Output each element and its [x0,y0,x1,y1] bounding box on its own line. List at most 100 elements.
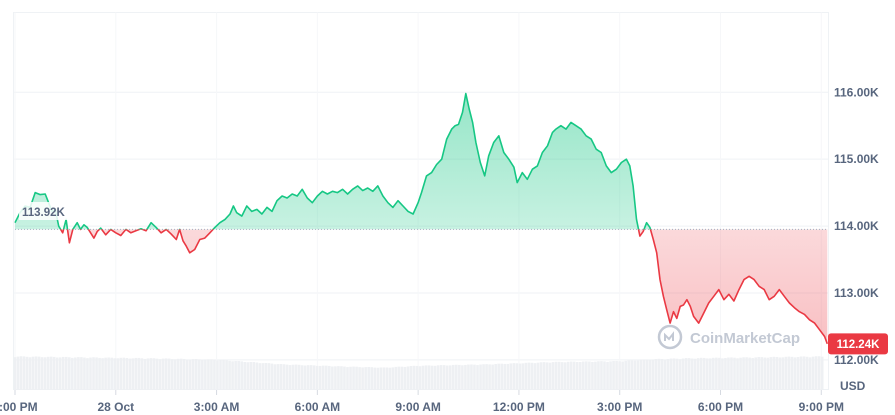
volume-bar [58,357,62,390]
volume-bar [16,356,20,390]
volume-bar [285,364,289,390]
volume-bar [394,366,398,390]
volume-bar [424,365,428,390]
volume-bar [306,365,310,390]
volume-bar [31,356,35,390]
volume-bar [83,357,86,390]
volume-bar [216,360,219,390]
volume-bar [693,358,697,390]
volume-bar [237,361,240,390]
x-tick-label: 6:00 PM [698,400,743,414]
current-price-text: 112.24K [837,339,881,351]
volume-bar [331,366,334,390]
volume-bar [19,356,23,390]
volume-bar [533,363,537,390]
volume-bar [672,358,676,390]
volume-bar [470,364,473,390]
price-area-below-open [60,229,828,344]
volume-bar [113,358,116,390]
volume-bar [627,360,630,390]
volume-bar [312,365,316,390]
volume-bar [488,364,491,390]
volume-bar [600,361,603,390]
volume-bar [742,357,745,390]
volume-bar [455,364,458,390]
volume-bar [116,358,120,390]
volume-bar [40,357,44,390]
y-tick-label: 112.00K [834,353,879,367]
volume-bars [13,356,824,390]
volume-bar [500,363,503,390]
volume-bar [745,357,748,390]
volume-bar [391,367,395,390]
volume-bar [288,365,292,390]
volume-bar [436,365,440,390]
volume-bar [554,361,558,390]
y-tick-label: 116.00K [834,85,879,99]
volume-bar [364,367,367,390]
volume-bar [684,358,688,390]
open-price-label: 113.92K [19,202,71,220]
volume-bar [400,366,404,390]
volume-bar [560,362,564,390]
volume-bar [715,357,718,390]
volume-bar [730,357,733,390]
volume-bar [569,361,573,390]
volume-bar [415,365,419,390]
volume-bar [273,364,277,390]
volume-bar [143,358,147,390]
volume-bar [439,365,443,390]
volume-bar [527,362,531,390]
volume-bar [760,357,764,390]
volume-bar [442,365,446,390]
volume-bar [784,356,788,390]
volume-bar [240,361,243,390]
volume-bar [22,356,26,390]
volume-bar [473,364,476,390]
volume-bar [805,356,809,390]
volume-bar [778,357,782,390]
y-tick-label: 115.00K [834,152,879,166]
volume-bar [119,357,123,390]
volume-bar [412,365,416,390]
volume-bar [49,356,53,390]
volume-bar [663,359,667,390]
volume-bar [675,358,679,390]
volume-bar [757,357,760,390]
volume-bar [445,365,449,390]
volume-bar [25,356,29,390]
volume-bar [358,367,361,390]
volume-bar [796,356,800,390]
volume-bar [572,361,576,390]
volume-bar [648,359,652,390]
volume-bar [101,358,104,390]
price-line-above-open [14,92,652,230]
volume-bar [98,357,101,390]
volume-bar [427,365,431,390]
volume-bar [131,358,135,390]
volume-bar [579,361,582,390]
volume-bar [448,365,452,390]
volume-bar [687,358,691,390]
volume-bar [195,359,198,390]
volume-bar [276,364,280,390]
volume-bar [503,363,507,390]
volume-bar [808,357,812,390]
volume-bar [300,365,304,390]
volume-bar [515,363,519,390]
volume-bar [618,361,621,390]
volume-bar [134,357,138,390]
volume-bar [621,361,624,390]
volume-bar [654,359,658,390]
volume-bar [482,364,485,390]
volume-bar [781,357,785,390]
volume-bar [122,357,126,390]
volume-bar [361,367,364,390]
volume-bar [315,365,319,390]
x-tick-label: 28 Oct [97,400,134,414]
volume-bar [790,356,794,390]
volume-bar [769,357,773,390]
volume-bar [748,357,751,390]
volume-bar [433,365,437,390]
